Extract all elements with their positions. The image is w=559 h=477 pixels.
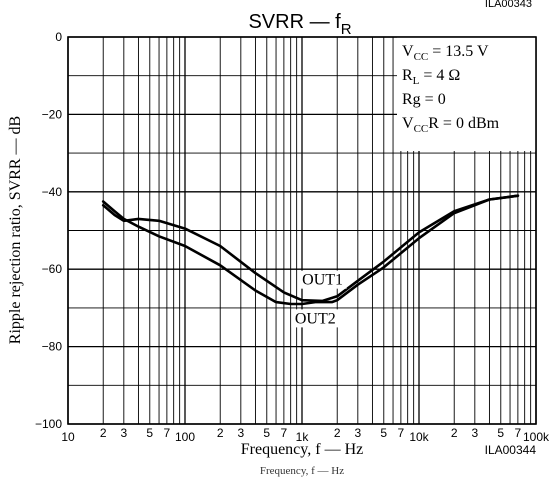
x-tick-label-minor: 3 xyxy=(354,426,361,440)
condition-line: VCC = 13.5 V xyxy=(402,43,489,63)
x-tick-label-minor: 2 xyxy=(451,426,458,440)
x-tick-label-minor: 7 xyxy=(281,426,288,440)
x-tick-label-minor: 2 xyxy=(217,426,224,440)
y-tick-label: −100 xyxy=(35,417,62,431)
x-tick-label-minor: 7 xyxy=(398,426,405,440)
annotation-bg xyxy=(291,309,340,328)
x-tick-label-minor: 2 xyxy=(100,426,107,440)
x-tick-label-major: 1k xyxy=(296,430,310,444)
x-tick-label-major: 100k xyxy=(523,430,550,444)
y-tick-label: 0 xyxy=(55,30,62,44)
chart-title-main: SVRR — f xyxy=(248,11,341,33)
condition-line: VCCR = 0 dBm xyxy=(402,115,500,135)
figure-code: ILA00344 xyxy=(485,443,537,457)
annotations-group: OUT1 OUT2 xyxy=(291,270,347,328)
annotation-out1: OUT1 xyxy=(302,272,343,289)
y-axis-ticks: 0 −20 −40 −60 −80 −100 xyxy=(35,30,62,431)
conditions-box xyxy=(397,37,536,151)
x-tick-label-minor: 3 xyxy=(120,426,127,440)
plot-frame xyxy=(67,36,537,425)
x-tick-label-minor: 2 xyxy=(334,426,341,440)
x-tick-label-major: 100 xyxy=(175,430,195,444)
footer-fragment: Frequency, f — Hz xyxy=(260,465,344,477)
condition-line: RL = 4 Ω xyxy=(402,67,460,87)
y-tick-label: −40 xyxy=(42,185,63,199)
chart-title-sub: R xyxy=(341,21,352,38)
series-line-out1 xyxy=(101,194,520,303)
x-tick-label-minor: 7 xyxy=(515,426,522,440)
x-tick-label-minor: 5 xyxy=(146,426,153,440)
x-tick-label-minor: 7 xyxy=(164,426,171,440)
series-group xyxy=(101,194,520,306)
series-line-out2 xyxy=(101,194,520,306)
annotation-out2: OUT2 xyxy=(295,310,336,327)
x-tick-label-minor: 3 xyxy=(471,426,478,440)
condition-line: Rg = 0 xyxy=(402,91,446,108)
y-tick-label: −80 xyxy=(42,340,63,354)
y-tick-label: −20 xyxy=(42,107,63,121)
x-tick-label-minor: 5 xyxy=(497,426,504,440)
x-tick-label-minor: 5 xyxy=(380,426,387,440)
x-tick-label-major: 10k xyxy=(409,430,429,444)
y-tick-label: −60 xyxy=(42,262,63,276)
y-axis-label: Ripple rejection ratio, SVRR — dB xyxy=(7,116,24,344)
chart-title: SVRR — fR xyxy=(248,11,351,38)
x-tick-label-minor: 3 xyxy=(237,426,244,440)
annotation-bg xyxy=(298,270,347,289)
header-fragment: ILA00343 xyxy=(485,0,532,10)
x-tick-label-major: 10 xyxy=(61,430,75,444)
conditions-list: VCC = 13.5 V RL = 4 Ω Rg = 0 VCCR = 0 dBm xyxy=(402,43,500,135)
x-axis-label: Frequency, f — Hz xyxy=(241,441,363,458)
x-tick-label-minor: 5 xyxy=(263,426,270,440)
